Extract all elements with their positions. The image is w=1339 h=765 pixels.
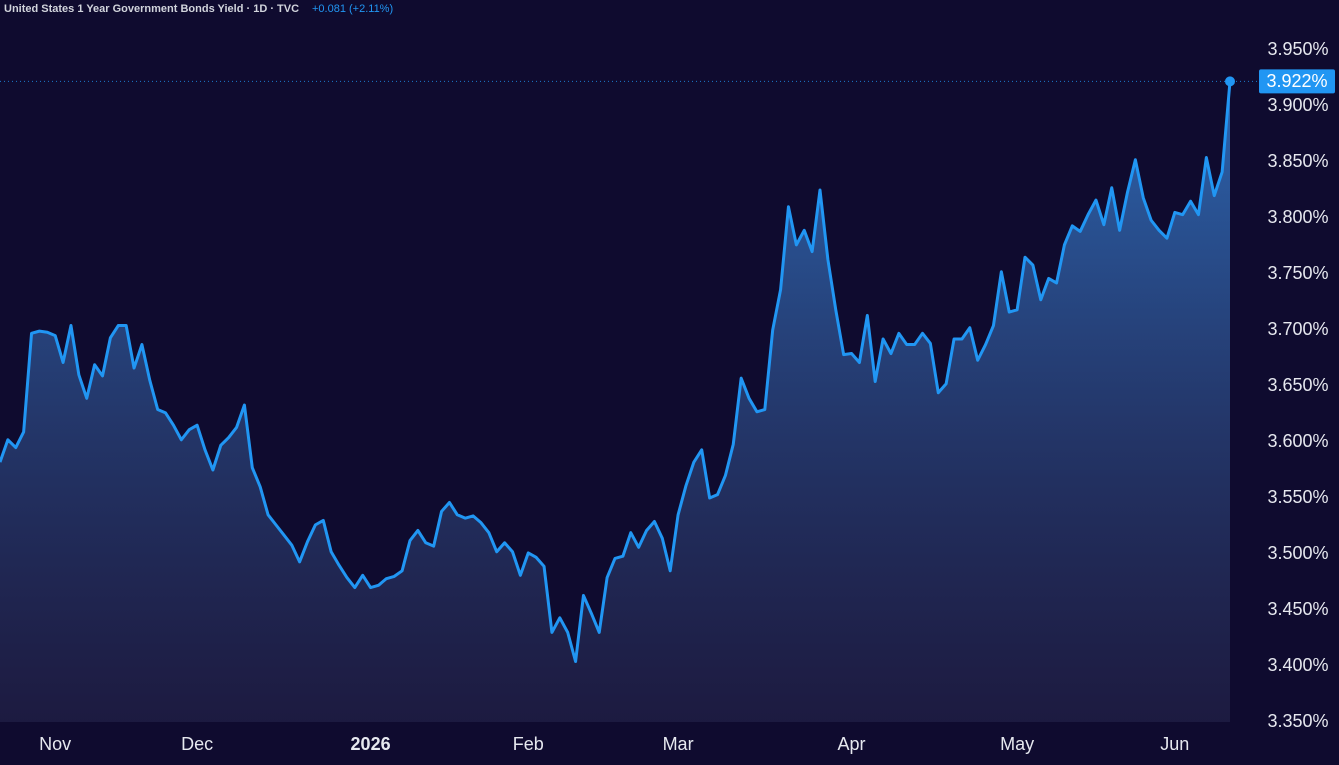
y-tick-label: 3.700% xyxy=(1267,319,1328,339)
last-point xyxy=(1225,76,1235,87)
x-tick-label: May xyxy=(1000,734,1034,754)
x-tick-label: Feb xyxy=(513,734,544,754)
change: +0.081 (+2.11%) xyxy=(312,3,393,15)
y-tick-label: 3.450% xyxy=(1267,599,1328,619)
chart-title: United States 1 Year Government Bonds Yi… xyxy=(4,3,299,15)
y-tick-label: 3.800% xyxy=(1267,207,1328,227)
y-tick-label: 3.600% xyxy=(1267,431,1328,451)
y-tick-label: 3.500% xyxy=(1267,543,1328,563)
x-tick-label: Apr xyxy=(838,734,866,754)
y-tick-label: 3.750% xyxy=(1267,263,1328,283)
y-axis: 3.350% 3.400% 3.450% 3.500% 3.550% 3.600% 3.65… xyxy=(1267,0,1328,731)
last-price-tag xyxy=(1259,69,1335,94)
area-fill xyxy=(0,81,1230,723)
x-tick-label: Dec xyxy=(181,734,213,754)
y-tick-label: 3.550% xyxy=(1267,487,1328,507)
x-tick-label: Nov xyxy=(39,734,71,754)
y-tick-label: 3.650% xyxy=(1267,375,1328,395)
y-tick-label: 4.000% xyxy=(1267,0,1328,3)
y-tick-label: 3.950% xyxy=(1267,39,1328,59)
x-tick-label: 2026 xyxy=(351,734,391,754)
y-tick-label: 3.900% xyxy=(1267,95,1328,115)
x-tick-label: Jun xyxy=(1160,734,1189,754)
last-price-label: 3.922% xyxy=(1266,71,1327,91)
x-tick-label: Mar xyxy=(663,734,694,754)
yield-line xyxy=(0,81,1232,664)
y-tick-label: 3.350% xyxy=(1267,711,1328,731)
y-tick-label: 3.400% xyxy=(1267,655,1328,675)
y-tick-label: 3.850% xyxy=(1267,151,1328,171)
